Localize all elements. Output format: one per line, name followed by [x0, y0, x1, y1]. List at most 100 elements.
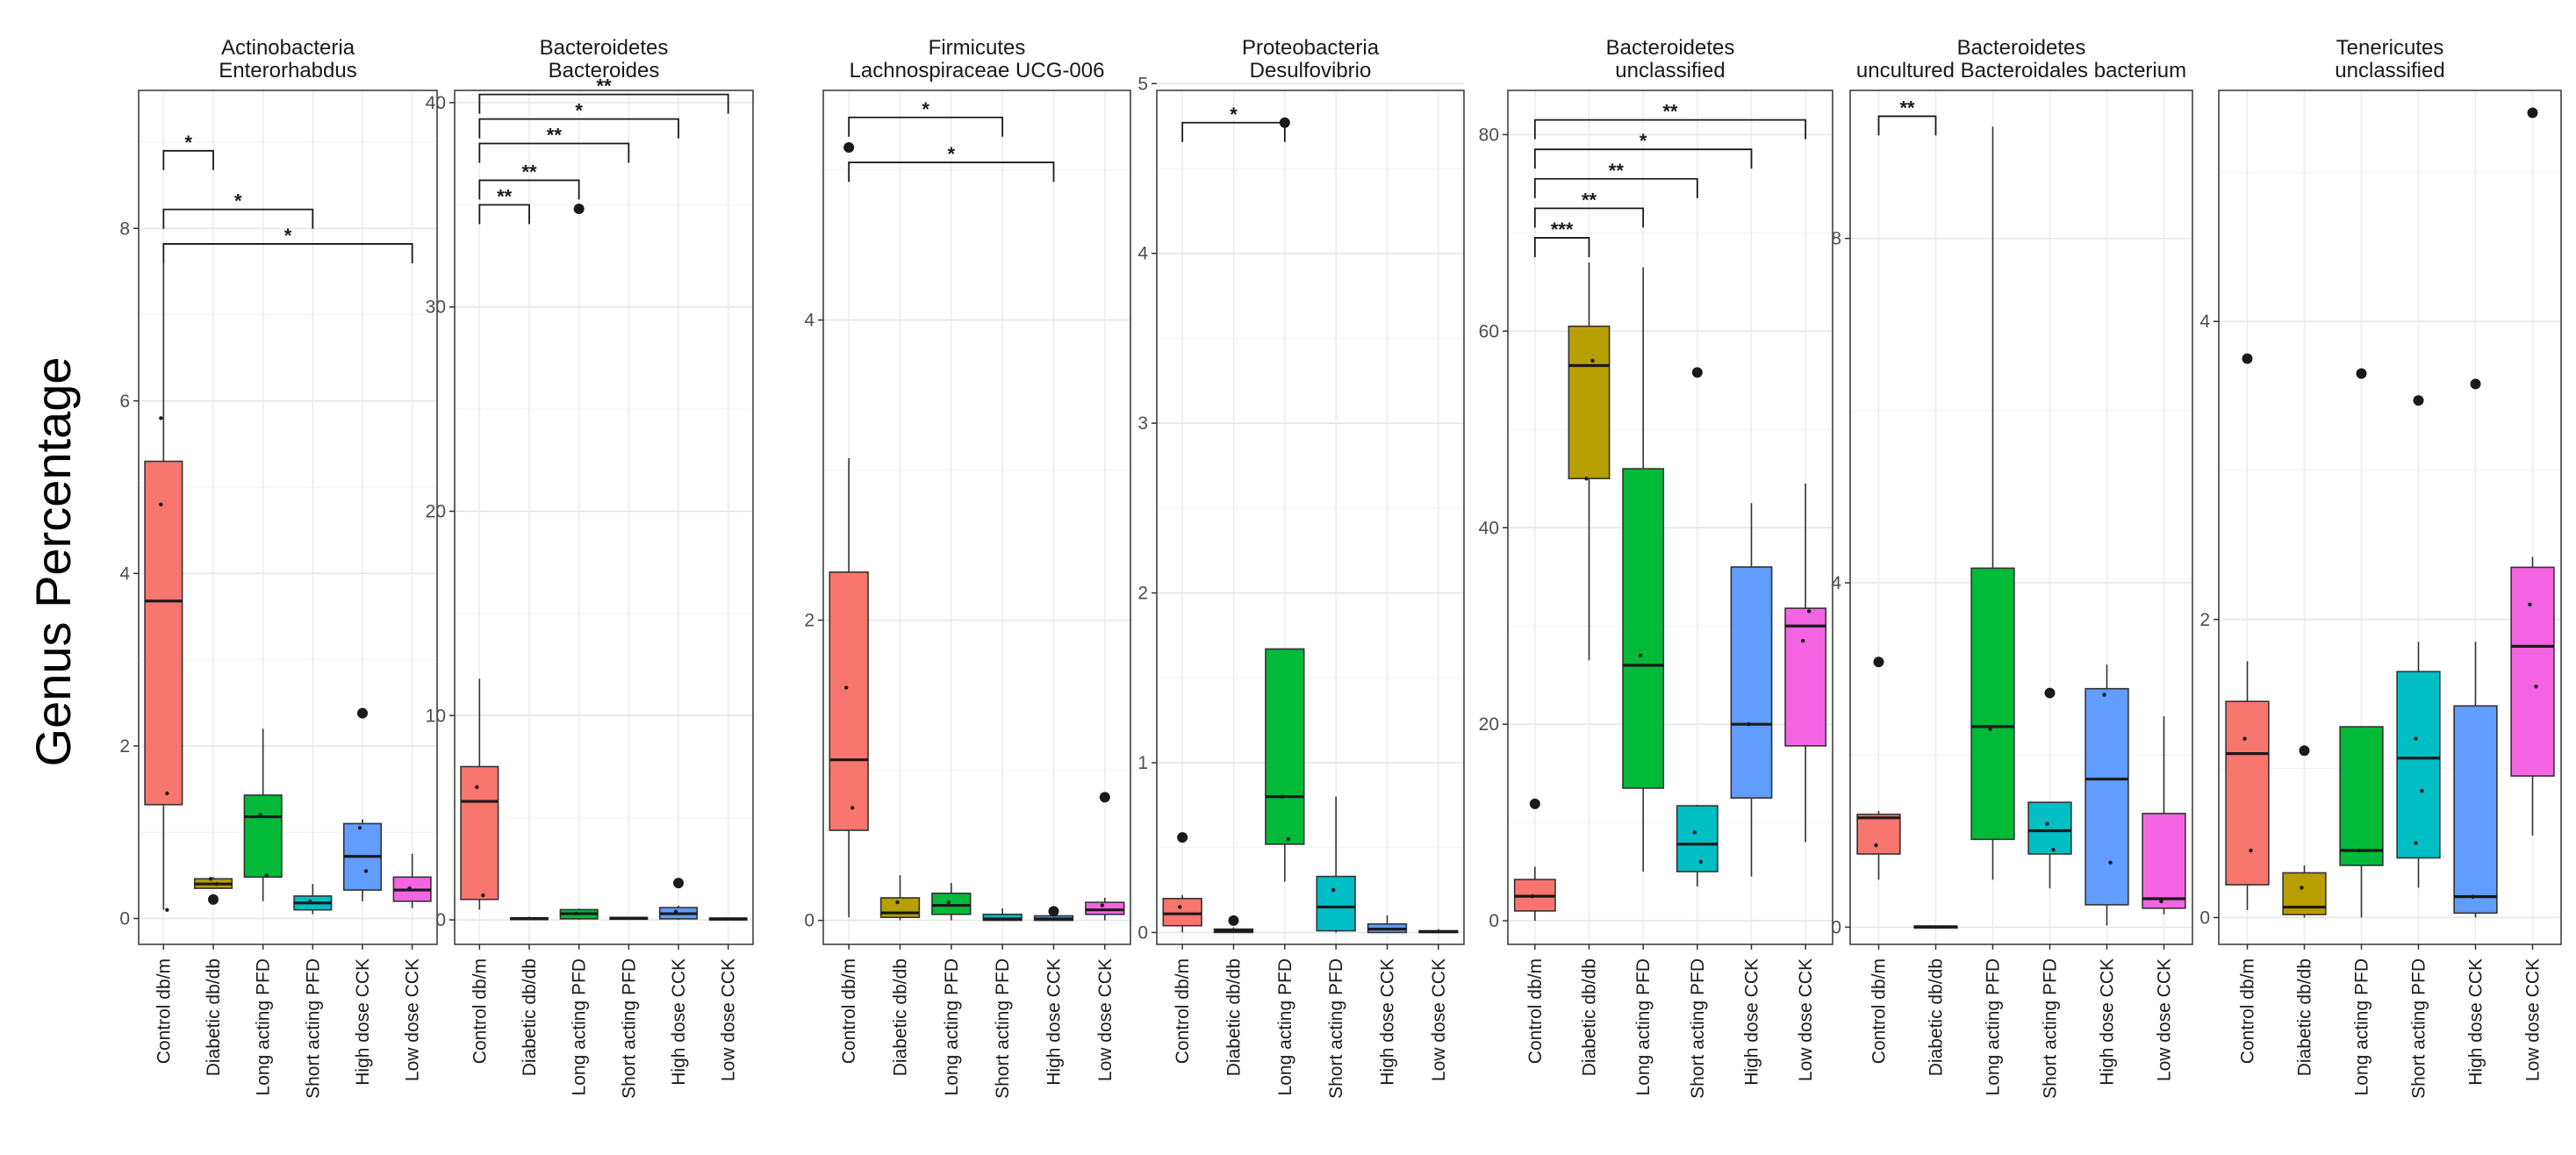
- panel-title-line: Firmicutes: [929, 36, 1026, 60]
- box: [1784, 607, 1827, 747]
- significance-bracket: [478, 142, 630, 163]
- significance-label: *: [922, 98, 929, 120]
- box: [1856, 814, 1901, 855]
- data-point: [1988, 727, 1992, 731]
- significance-label: **: [1582, 189, 1597, 211]
- y-tick-label: 8: [119, 219, 130, 239]
- outlier-point: [2527, 107, 2538, 118]
- significance-label: *: [1230, 104, 1238, 126]
- box: [1162, 897, 1202, 927]
- y-tick-label: 8: [1831, 229, 1841, 249]
- panel-title-line: uncultured Bacteroidales bacterium: [1856, 59, 2186, 82]
- box: [1085, 901, 1125, 915]
- y-tick-label: 40: [1479, 518, 1499, 538]
- box: [2225, 700, 2270, 886]
- panel-title-line: Proteobacteria: [1242, 36, 1380, 60]
- y-tick-label: 2: [804, 611, 814, 631]
- x-tick-label: Short acting PFD: [303, 958, 323, 1099]
- data-point: [165, 908, 169, 912]
- y-tick-label: 10: [426, 706, 446, 726]
- outlier-point: [2299, 745, 2310, 757]
- x-tick-label: High dose CCK: [1044, 958, 1065, 1086]
- panel-title-line: unclassified: [1615, 59, 1725, 82]
- y-tick-label: 0: [1831, 917, 1841, 937]
- x-tick-label: Diabetic db/db: [1580, 958, 1600, 1076]
- panel-border: [138, 90, 438, 945]
- panel-title-line: Actinobacteria: [221, 36, 355, 60]
- y-tick-label: 0: [1489, 911, 1499, 931]
- box: [2510, 566, 2555, 777]
- data-point: [1177, 905, 1182, 909]
- outlier-point: [1529, 798, 1540, 809]
- data-point: [2414, 841, 2418, 845]
- data-point: [1698, 859, 1704, 864]
- data-point: [574, 911, 578, 916]
- data-point: [2471, 894, 2475, 899]
- x-tick-label: Low dose CCK: [2523, 958, 2544, 1081]
- data-point: [159, 416, 163, 420]
- x-tick-label: Diabetic db/db: [1927, 958, 1947, 1076]
- data-point: [159, 502, 163, 506]
- x-tick-label: Short acting PFD: [993, 958, 1013, 1099]
- y-tick-label: 5: [1137, 74, 1148, 94]
- x-tick-label: Control db/m: [1869, 958, 1890, 1064]
- data-point: [1806, 609, 1812, 613]
- panel-border: [822, 90, 1131, 945]
- x-tick-label: Short acting PFD: [1688, 958, 1708, 1099]
- box: [144, 460, 183, 806]
- y-tick-label: 30: [426, 298, 446, 318]
- significance-bracket: [162, 208, 314, 229]
- x-tick-label: Low dose CCK: [1429, 958, 1449, 1081]
- y-tick-label: 6: [119, 391, 130, 412]
- data-point: [1530, 893, 1535, 899]
- data-point: [2051, 847, 2056, 852]
- x-tick-label: High dose CCK: [1742, 958, 1762, 1086]
- significance-bracket: [1533, 207, 1645, 228]
- y-tick-label: 0: [119, 909, 130, 929]
- data-point: [850, 806, 855, 810]
- data-point: [481, 893, 485, 898]
- data-point: [2357, 848, 2361, 853]
- significance-label: **: [596, 75, 612, 97]
- outlier-point: [2413, 395, 2424, 406]
- panel-title-line: unclassified: [2335, 59, 2444, 82]
- x-tick-label: Long acting PFD: [1984, 958, 2004, 1095]
- data-point: [1584, 477, 1589, 481]
- data-point: [363, 869, 369, 873]
- x-tick-label: Control db/m: [2238, 958, 2258, 1064]
- panel-title-line: Lachnospiraceae UCG-006: [850, 59, 1105, 82]
- outlier-point: [2356, 368, 2367, 379]
- data-point: [1286, 836, 1291, 842]
- outlier-point: [1099, 792, 1110, 803]
- data-point: [1100, 903, 1105, 908]
- box: [1622, 468, 1665, 789]
- y-axis-label: Genus Percentage: [25, 357, 81, 767]
- data-point: [895, 900, 900, 905]
- y-tick-label: 2: [2199, 610, 2210, 630]
- data-point: [1590, 358, 1595, 363]
- box: [879, 897, 921, 919]
- significance-label: **: [1609, 160, 1625, 182]
- significance-label: *: [284, 225, 292, 247]
- data-point: [214, 882, 219, 886]
- significance-bracket: [478, 93, 729, 114]
- significance-label: *: [184, 132, 192, 154]
- panel-border: [454, 90, 754, 945]
- box: [1316, 875, 1356, 932]
- significance-label: **: [1662, 101, 1678, 123]
- y-tick-label: 80: [1479, 125, 1499, 145]
- data-point: [843, 685, 849, 690]
- box: [1568, 325, 1611, 480]
- outlier-point: [673, 878, 684, 889]
- data-point: [673, 909, 678, 914]
- panel-title-line: Bacteroides: [549, 59, 660, 82]
- panel-border: [2218, 90, 2562, 945]
- y-tick-label: 2: [119, 736, 130, 757]
- data-point: [2534, 685, 2538, 689]
- outlier-point: [208, 893, 219, 905]
- panel-title-line: Bacteroidetes: [540, 36, 669, 60]
